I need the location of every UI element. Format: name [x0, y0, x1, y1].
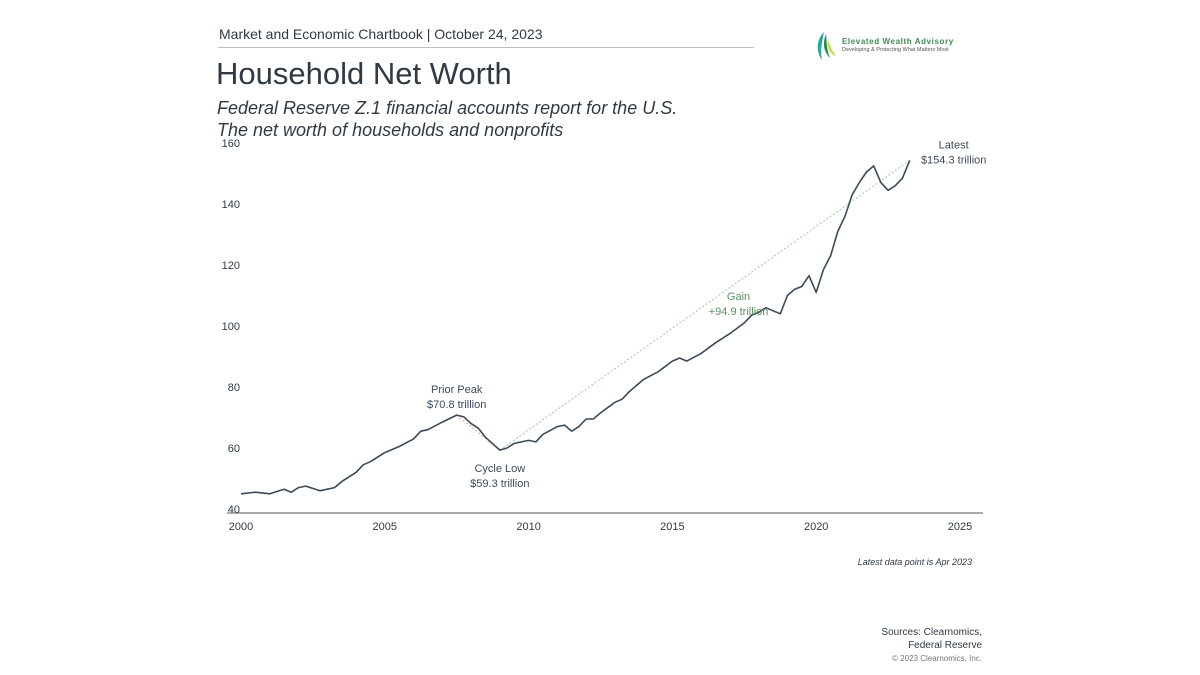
y-tick-label: 100	[222, 321, 240, 333]
annotation-value: $70.8 trillion	[427, 399, 486, 411]
logo-name: Elevated Wealth Advisory	[842, 37, 954, 46]
data-note: Latest data point is Apr 2023	[857, 557, 972, 567]
x-tick-label: 2025	[948, 521, 972, 533]
x-tick-label: 2010	[516, 521, 540, 533]
reference-line	[499, 159, 910, 451]
series-line-net-worth	[240, 160, 911, 495]
logo-tagline: Developing & Protecting What Matters Mos…	[842, 47, 949, 53]
reference-line	[456, 414, 501, 451]
sources-line-1: Sources: Clearnomics,	[881, 627, 982, 638]
x-tick-label: 2020	[804, 521, 828, 533]
annotation-value: $154.3 trillion	[921, 154, 986, 166]
header-divider	[218, 47, 754, 48]
chart-subtitle-1: Federal Reserve Z.1 financial accounts r…	[217, 98, 678, 118]
sources-line-2: Federal Reserve	[908, 640, 982, 651]
page-title: Household Net Worth	[216, 56, 512, 91]
chart-subtitle-2: The net worth of households and nonprofi…	[217, 120, 564, 140]
logo-mark-icon	[817, 32, 836, 60]
annotation-label: Latest	[939, 139, 969, 151]
y-tick-label: 140	[222, 199, 240, 211]
y-tick-label: 60	[228, 443, 240, 455]
copyright: © 2023 Clearnomics, Inc.	[892, 654, 982, 663]
x-tick-label: 2005	[373, 521, 397, 533]
chartbook-subhead: Market and Economic Chartbook | October …	[219, 26, 543, 42]
net-worth-chart: 40 60 80 100 120 140 160 2000 2005 2010 2015 2020 2…	[222, 138, 987, 533]
y-tick-label: 120	[222, 260, 240, 272]
annotation-value: +94.9 trillion	[709, 306, 769, 318]
y-tick-label: 40	[228, 504, 240, 516]
y-tick-label: 80	[228, 382, 240, 394]
x-tick-label: 2000	[229, 521, 253, 533]
annotation-label: Prior Peak	[431, 384, 483, 396]
annotation-label: Cycle Low	[474, 463, 525, 475]
annotation-label: Gain	[727, 291, 750, 303]
sources: Sources: Clearnomics, Federal Reserve	[881, 626, 982, 652]
annotation-value: $59.3 trillion	[470, 478, 529, 490]
x-tick-label: 2015	[660, 521, 684, 533]
y-tick-label: 160	[222, 138, 240, 150]
